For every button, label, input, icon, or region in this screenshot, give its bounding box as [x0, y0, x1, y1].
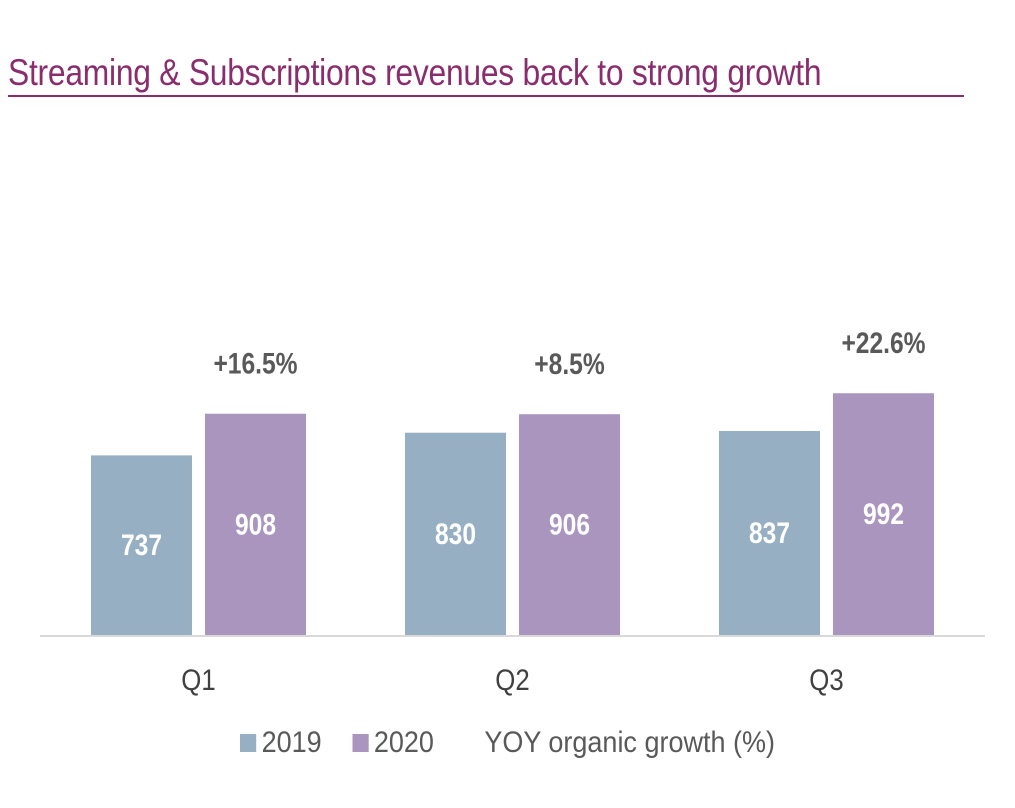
legend-label-2019: 2019: [261, 726, 322, 759]
bar-value-label-2019-q3: 837: [749, 516, 790, 550]
growth-label-q3: +22.6%: [841, 326, 925, 360]
bar-value-label-2019-q1: 737: [121, 528, 162, 562]
bar-2020-q1: [205, 413, 306, 635]
bar-2019-q1: [91, 455, 192, 635]
bar-value-label-2020-q3: 992: [863, 497, 904, 531]
bar-value-label-2020-q2: 906: [549, 507, 590, 541]
x-tick-label-q2: Q2: [495, 663, 529, 696]
x-tick-label-q1: Q1: [181, 663, 215, 696]
title-underline: [8, 95, 964, 97]
legend-item-2019: 2019: [240, 726, 322, 760]
bar-value-label-2019-q2: 830: [435, 517, 476, 551]
x-tick-label-q3: Q3: [809, 663, 843, 696]
legend: 2019 2020 YOY organic growth (%): [240, 726, 806, 760]
legend-item-growth: YOY organic growth (%): [484, 726, 775, 760]
legend-swatch-2019: [240, 734, 257, 752]
bar-2019-q3: [719, 431, 820, 635]
bar-2020-q2: [519, 414, 620, 635]
bar-value-label-2020-q1: 908: [235, 507, 276, 541]
bar-2020-q3: [833, 393, 934, 635]
chart-title: Streaming & Subscriptions revenues back …: [8, 52, 822, 93]
legend-label-2020: 2020: [373, 726, 434, 759]
bar-2019-q2: [405, 432, 506, 635]
legend-item-2020: 2020: [352, 726, 434, 760]
legend-swatch-2020: [352, 734, 369, 752]
legend-label-growth: YOY organic growth (%): [484, 726, 775, 759]
growth-label-q1: +16.5%: [213, 346, 297, 380]
growth-label-q2: +8.5%: [534, 347, 604, 381]
